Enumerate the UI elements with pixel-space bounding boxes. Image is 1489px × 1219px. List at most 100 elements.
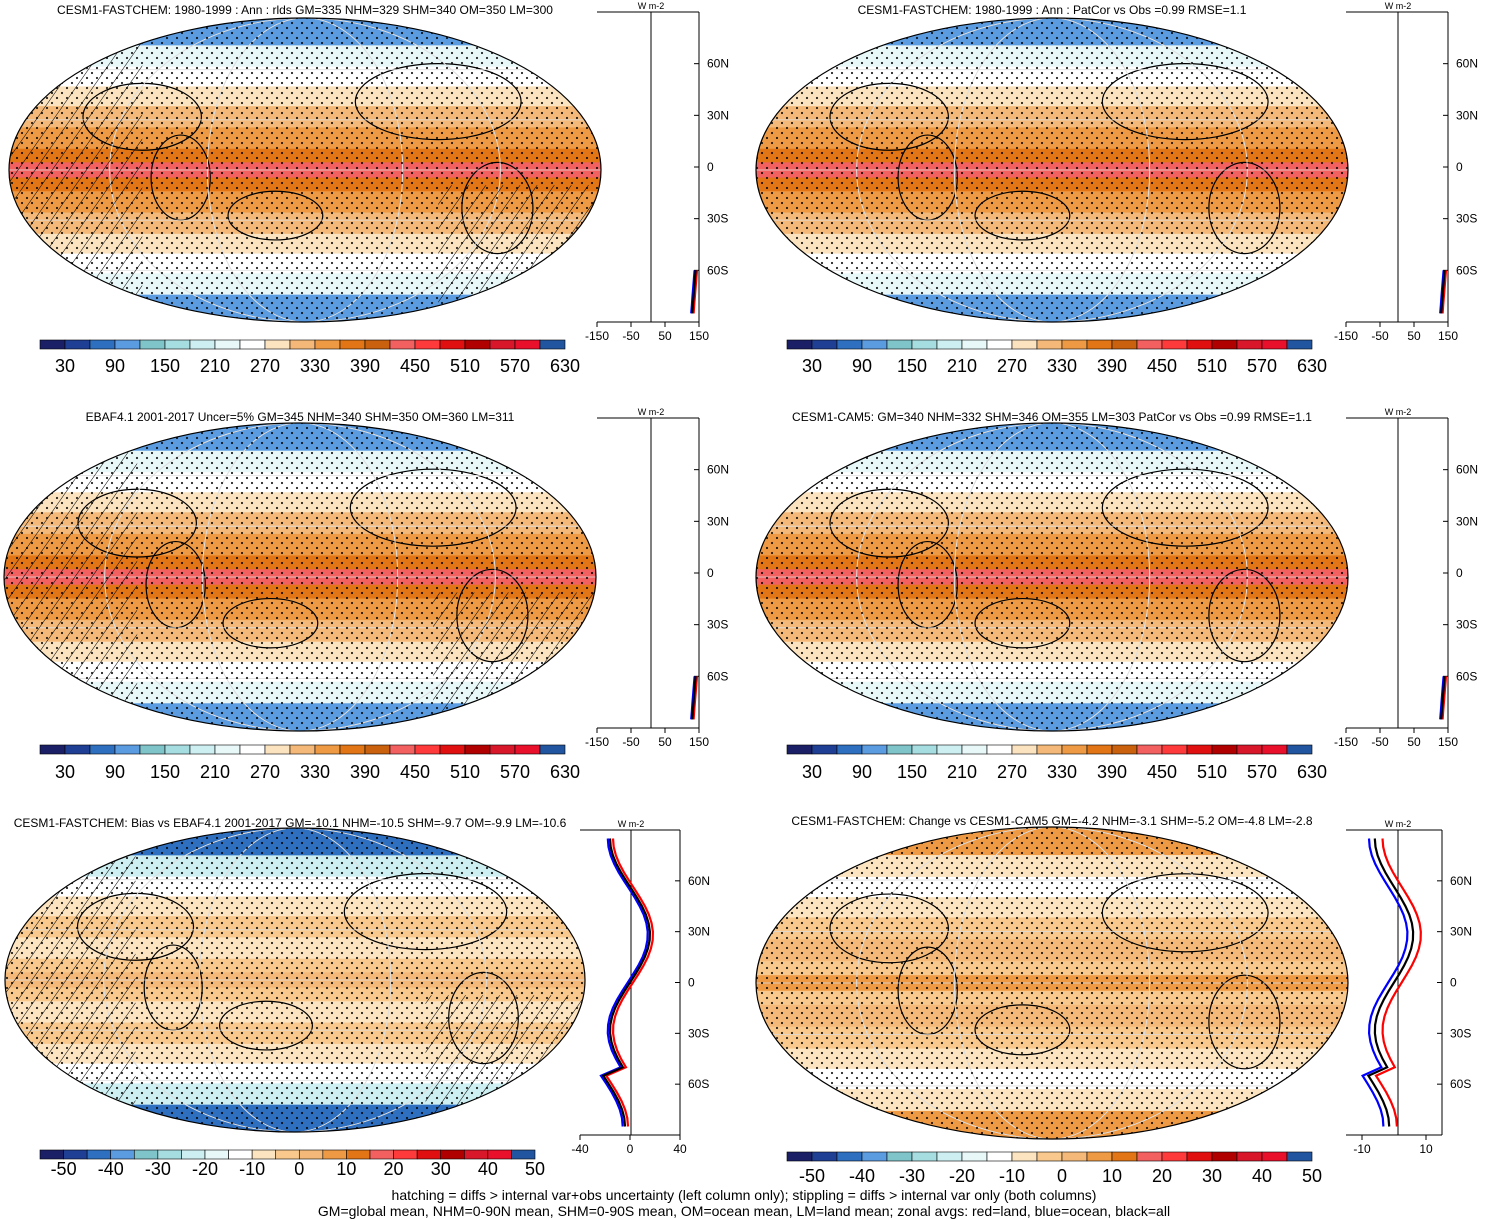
colorbar-tick-label: 30 [55,762,75,782]
colorbar-tick-label: 270 [250,356,280,376]
colorbar-swatch [1136,744,1163,755]
zonal-unit: W m-2 [638,407,665,417]
colorbar-tick-label: 150 [897,762,927,782]
colorbar-tick-label: 20 [1152,1166,1172,1186]
colorbar-swatch [1261,744,1288,755]
colorbar-swatch [133,1149,159,1160]
colorbar-tick-label: 30 [802,762,822,782]
colorbar-swatch [1011,1151,1038,1162]
colorbar-swatch [1186,339,1213,350]
colorbar-tick-label: 210 [947,356,977,376]
colorbar-swatch [251,1149,277,1160]
colorbar-swatch [1136,339,1163,350]
colorbar-swatch [64,339,91,350]
footer-line-2: GM=global mean, NHM=0-90N mean, SHM=0-90… [318,1203,1170,1219]
colorbar-swatch [181,1149,206,1160]
colorbar-swatch [289,339,316,350]
map-outline [3,422,597,732]
colorbar-swatch [861,339,888,350]
colorbar-tick-label: 210 [200,356,230,376]
map-outline [8,17,602,323]
colorbar-swatch [1161,1151,1188,1162]
colorbar-tick-label: -20 [192,1159,218,1179]
colorbar-swatch [364,339,391,350]
zonal-ytick-label: 30S [1450,1026,1471,1040]
colorbar-tick-label: 330 [1047,356,1077,376]
colorbar-tick-label: 150 [150,356,180,376]
colorbar-swatch [786,744,813,755]
colorbar-swatch [389,339,416,350]
zonal-ytick-label: 30N [707,514,729,528]
colorbar-swatch [811,1151,838,1162]
colorbar-swatch [861,1151,888,1162]
zonal-ytick-label: 60S [1456,669,1477,683]
colorbar-tick-label: 630 [550,356,580,376]
colorbar-swatch [298,1149,324,1160]
zonal-xtick-label: -150 [1334,735,1358,749]
colorbar-swatch [364,744,391,755]
colorbar-swatch [911,1151,938,1162]
panel-title: CESM1-FASTCHEM: 1980-1999 : Ann : PatCor… [858,3,1247,17]
colorbar-swatch [936,339,963,350]
zonal-xtick-label: 10 [1419,1142,1433,1156]
colorbar-swatch [264,744,291,755]
zonal-ytick-label: 60N [688,874,710,888]
colorbar-swatch [214,744,241,755]
colorbar-swatch [1261,339,1288,350]
colorbar-swatch [961,1151,988,1162]
map [756,423,1348,731]
colorbar-tick-label: 30 [55,356,75,376]
colorbar-swatch [1036,1151,1063,1162]
colorbar-swatch [346,1149,371,1160]
colorbar-tick-label: 510 [1197,762,1227,782]
map-outline [4,827,586,1133]
colorbar-tick-label: 450 [400,762,430,782]
zonal-ytick-label: 60S [707,669,728,683]
colorbar: -50 -40 -30 -20 -10 0 10 20 30 40 50 [39,1149,545,1179]
map [756,827,1348,1139]
zonal-unit: W m-2 [1385,1,1412,11]
zonal-ytick-label: 0 [707,160,714,174]
colorbar-swatch [393,1149,418,1160]
zonal-xtick-label: -40 [571,1142,589,1156]
colorbar-swatch [164,339,191,350]
colorbar-swatch [836,1151,863,1162]
zonal-series-line [691,270,697,314]
map-outline [755,17,1349,323]
colorbar-swatch [1086,1151,1113,1162]
zonal-ytick-label: 60N [707,463,729,477]
panel-2: CESM1-FASTCHEM: 1980-1999 : Ann : PatCor… [755,1,1478,376]
zonal-mean-plot: W m-2 -40 0 40 60N 30N 0 30S 60S [571,819,710,1156]
colorbar-swatch [1136,1151,1163,1162]
zonal-ytick-label: 30S [707,618,728,632]
colorbar-swatch [514,744,541,755]
zonal-ytick-label: 0 [1456,566,1463,580]
colorbar-swatch [1036,339,1063,350]
colorbar-swatch [786,339,813,350]
colorbar-tick-label: 40 [478,1159,498,1179]
colorbar-swatch [1236,1151,1263,1162]
colorbar-swatch [811,744,838,755]
colorbar-swatch [1211,744,1238,755]
map-outline [755,422,1349,732]
colorbar-tick-label: 90 [105,762,125,782]
colorbar: -50 -40 -30 -20 -10 0 10 20 30 40 50 [786,1151,1322,1186]
colorbar-tick-label: 630 [1297,356,1327,376]
zonal-ytick-label: 0 [1456,160,1463,174]
colorbar-tick-label: 30 [802,356,822,376]
colorbar-tick-label: 390 [350,762,380,782]
zonal-ytick-label: 60S [1450,1077,1471,1091]
zonal-series-line [1366,838,1415,1127]
colorbar-tick-label: -10 [239,1159,265,1179]
colorbar-swatch [63,1149,88,1160]
colorbar-tick-label: -30 [145,1159,171,1179]
colorbar-swatch [961,744,988,755]
panel-title: CESM1-FASTCHEM: Bias vs EBAF4.1 2001-201… [14,816,567,830]
colorbar-swatch [1261,1151,1288,1162]
zonal-series-line [601,838,652,1127]
colorbar-swatch [214,339,241,350]
panel-4: CESM1-CAM5: GM=340 NHM=332 SHM=346 OM=35… [755,407,1478,782]
colorbar-swatch [1011,744,1038,755]
colorbar-swatch [539,744,566,755]
colorbar-tick-label: 450 [1147,762,1177,782]
